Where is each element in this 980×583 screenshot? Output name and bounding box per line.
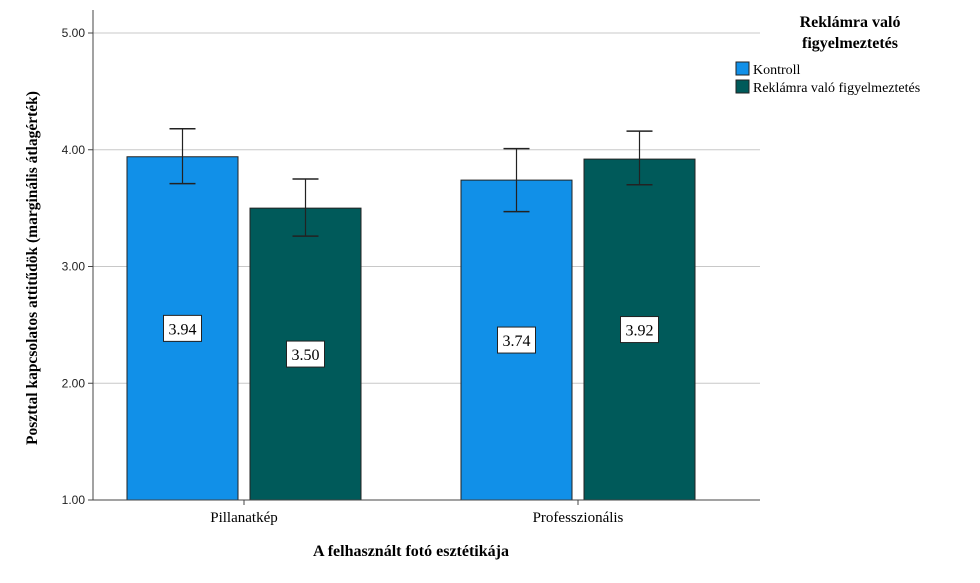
legend-swatch <box>735 79 750 94</box>
data-label: 3.74 <box>503 333 531 350</box>
data-label: 3.92 <box>626 323 654 340</box>
legend-title: figyelmeztetés <box>802 35 898 52</box>
x-axis-label: A felhasznált fotó esztétikája <box>313 543 509 560</box>
y-tick-label: 4.00 <box>62 143 86 157</box>
y-tick-label: 2.00 <box>62 376 86 390</box>
legend-label: Kontroll <box>753 63 801 78</box>
legend-title: Reklámra való <box>800 14 901 31</box>
data-label-box <box>286 340 325 368</box>
x-tick-label: Professzionális <box>533 510 624 526</box>
y-axis-label: Poszttal kapcsolatos attitűdök (marginál… <box>24 91 41 445</box>
data-label: 3.50 <box>292 347 320 364</box>
data-label-box <box>497 326 536 354</box>
legend-label: Reklámra való figyelmeztetés <box>753 81 920 96</box>
y-tick-label: 5.00 <box>62 26 86 40</box>
y-tick-label: 1.00 <box>62 493 86 507</box>
data-label-box <box>163 314 202 342</box>
x-tick-label: Pillanatkép <box>210 510 278 526</box>
y-tick-label: 3.00 <box>62 260 86 274</box>
legend-swatch <box>735 61 750 76</box>
data-label-box <box>620 316 659 344</box>
data-label: 3.94 <box>169 321 197 338</box>
